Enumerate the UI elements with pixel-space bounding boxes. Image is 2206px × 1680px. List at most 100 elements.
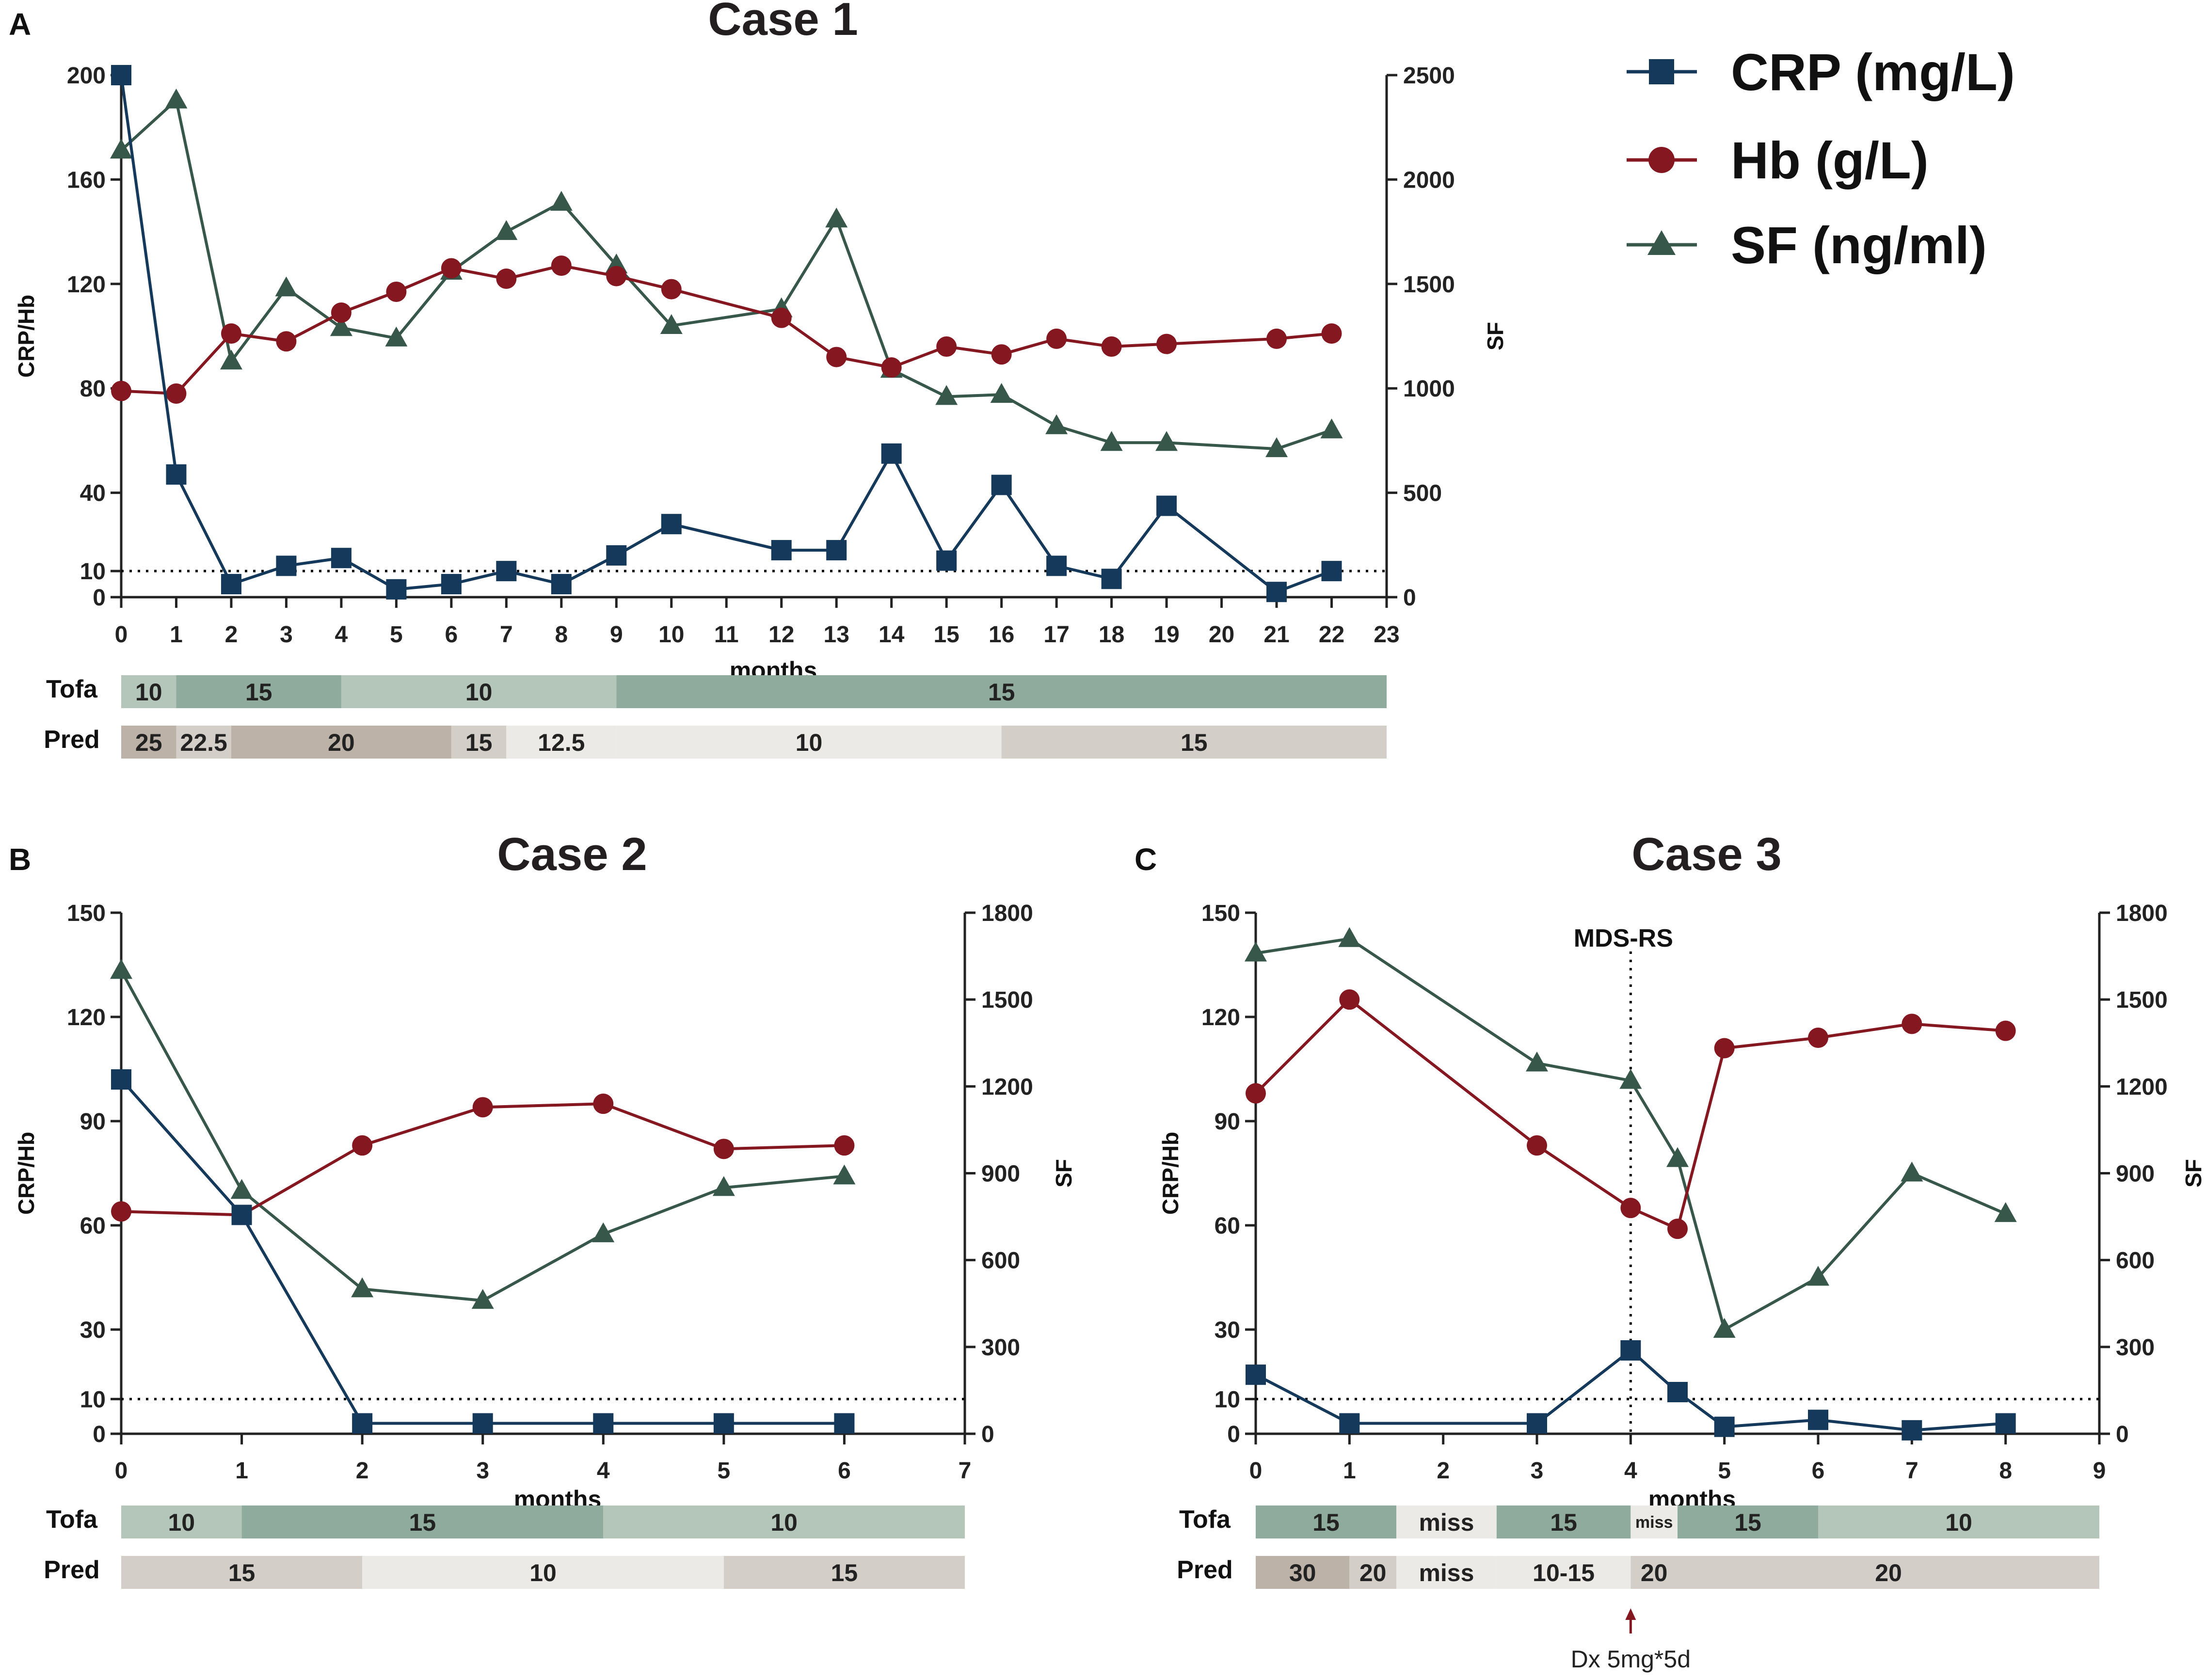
x-tick-label: 16 bbox=[989, 622, 1014, 648]
y2-tick-label: 1800 bbox=[2116, 901, 2168, 926]
crp-point bbox=[1714, 1416, 1735, 1437]
panel-letter: C bbox=[1135, 842, 1157, 877]
dose-segment-label: miss bbox=[1635, 1513, 1673, 1532]
y-tick-label: 150 bbox=[67, 901, 106, 926]
y2-tick-label: 900 bbox=[2116, 1161, 2155, 1187]
y-tick-label: 60 bbox=[80, 1213, 106, 1239]
series-line-crp bbox=[120, 1078, 845, 1425]
dose-segment-label: 15 bbox=[1181, 729, 1208, 756]
y-tick-label: 30 bbox=[80, 1317, 106, 1343]
x-tick-label: 14 bbox=[879, 622, 905, 648]
hb-point bbox=[661, 279, 682, 300]
y2-tick-label: 1200 bbox=[2116, 1074, 2168, 1100]
y-tick-label: 0 bbox=[1227, 1422, 1240, 1447]
dose-segment-label: 20 bbox=[1359, 1559, 1387, 1586]
hb-point bbox=[111, 1201, 131, 1222]
x-tick-label: 1 bbox=[170, 622, 183, 648]
x-tick-label: 0 bbox=[1249, 1458, 1263, 1484]
x-tick-label: 3 bbox=[1531, 1458, 1544, 1484]
crp-point bbox=[551, 574, 572, 595]
crp-point bbox=[593, 1413, 614, 1434]
series-line-hb bbox=[121, 1102, 845, 1217]
sf-point bbox=[1619, 1069, 1642, 1089]
crp-point bbox=[1808, 1410, 1828, 1430]
crp-point bbox=[936, 550, 957, 571]
dose-row-label-pred: Pred bbox=[1177, 1556, 1233, 1584]
hb-point bbox=[1527, 1135, 1547, 1156]
y2-tick-label: 1000 bbox=[1403, 376, 1455, 402]
crp-point bbox=[1266, 582, 1287, 602]
dose-segment-label: 30 bbox=[1289, 1559, 1316, 1586]
crp-point bbox=[166, 464, 187, 485]
hb-point bbox=[1101, 336, 1122, 357]
y-axis-label: CRP/Hb bbox=[14, 1132, 39, 1215]
x-tick-label: 6 bbox=[1812, 1458, 1825, 1484]
x-tick-label: 9 bbox=[610, 622, 623, 648]
dose-segment-pred bbox=[231, 726, 451, 759]
legend-label-hb: Hb (g/L) bbox=[1731, 131, 1929, 190]
dose-segment-pred bbox=[1631, 1556, 1678, 1589]
y2-tick-label: 300 bbox=[2116, 1335, 2155, 1361]
y-tick-label: 30 bbox=[1215, 1317, 1240, 1343]
legend-marker-sf bbox=[1647, 230, 1676, 255]
dose-segment-tofa bbox=[1496, 1506, 1631, 1538]
sf-point bbox=[712, 1176, 735, 1196]
y2-tick-label: 500 bbox=[1403, 481, 1442, 507]
dose-segment-label: 12.5 bbox=[538, 729, 585, 756]
x-tick-label: 21 bbox=[1263, 622, 1289, 648]
sf-point bbox=[1265, 437, 1288, 458]
crp-point bbox=[386, 579, 407, 600]
x-tick-label: 8 bbox=[555, 622, 568, 648]
dose-segment-label: 20 bbox=[1641, 1559, 1668, 1586]
x-tick-label: 1 bbox=[1343, 1458, 1356, 1484]
hb-point bbox=[352, 1135, 373, 1156]
x-tick-label: 3 bbox=[280, 622, 293, 648]
crp-point bbox=[1527, 1413, 1547, 1434]
y2-tick-label: 1200 bbox=[981, 1074, 1033, 1100]
y2-tick-label: 900 bbox=[981, 1161, 1020, 1187]
x-tick-label: 6 bbox=[838, 1458, 851, 1484]
x-tick-label: 4 bbox=[1624, 1458, 1637, 1484]
x-tick-label: 9 bbox=[2093, 1458, 2106, 1484]
hb-point bbox=[1808, 1028, 1828, 1048]
y-tick-label: 120 bbox=[67, 272, 106, 298]
x-tick-label: 7 bbox=[1905, 1458, 1918, 1484]
hb-point bbox=[1902, 1014, 1922, 1034]
dose-segment-tofa bbox=[1678, 1506, 1818, 1538]
hb-point bbox=[386, 281, 407, 302]
sf-point bbox=[550, 190, 573, 211]
y2-tick-label: 0 bbox=[2116, 1422, 2129, 1447]
sf-point bbox=[351, 1277, 374, 1298]
dose-segment-label: 15 bbox=[409, 1509, 436, 1536]
hb-point bbox=[496, 269, 517, 289]
x-tick-label: 3 bbox=[476, 1458, 489, 1484]
hb-point bbox=[771, 307, 792, 328]
crp-point bbox=[111, 65, 131, 85]
dose-segment-label: 15 bbox=[245, 679, 272, 706]
hb-point bbox=[111, 380, 131, 401]
crp-point bbox=[331, 548, 352, 569]
hb-point bbox=[936, 336, 957, 357]
crp-point bbox=[606, 545, 627, 566]
y2-tick-label: 2000 bbox=[1403, 167, 1455, 193]
y-tick-label: 160 bbox=[67, 167, 106, 193]
hb-point bbox=[551, 255, 572, 276]
dose-segment-pred bbox=[1496, 1556, 1631, 1589]
sf-point bbox=[471, 1289, 494, 1309]
x-tick-label: 2 bbox=[356, 1458, 369, 1484]
x-tick-label: 6 bbox=[445, 622, 458, 648]
note-arrow-head bbox=[1625, 1608, 1636, 1620]
sf-point bbox=[330, 316, 352, 336]
sf-point bbox=[1526, 1051, 1548, 1072]
panel-letter: B bbox=[9, 842, 31, 877]
dose-segment-label: 15 bbox=[831, 1559, 858, 1586]
legend-marker-crp bbox=[1649, 59, 1674, 84]
y-tick-label: 0 bbox=[93, 1422, 106, 1447]
dose-segment-pred bbox=[176, 726, 231, 759]
x-tick-label: 20 bbox=[1209, 622, 1234, 648]
y2-tick-label: 600 bbox=[981, 1248, 1020, 1274]
sf-point bbox=[1155, 431, 1178, 451]
y-tick-label: 0 bbox=[93, 585, 106, 611]
dose-segment-pred bbox=[616, 726, 1002, 759]
